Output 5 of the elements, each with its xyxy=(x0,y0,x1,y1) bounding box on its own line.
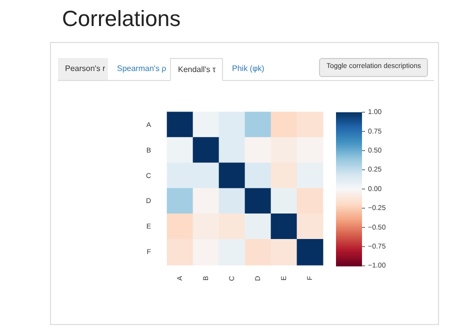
text: Pearson's r xyxy=(58,58,108,80)
text: Phik (φk) xyxy=(231,63,266,75)
chart-title: Correlations xyxy=(62,6,181,32)
text: Kendall's τ xyxy=(170,58,223,81)
text: Spearman's ρ xyxy=(116,63,168,75)
